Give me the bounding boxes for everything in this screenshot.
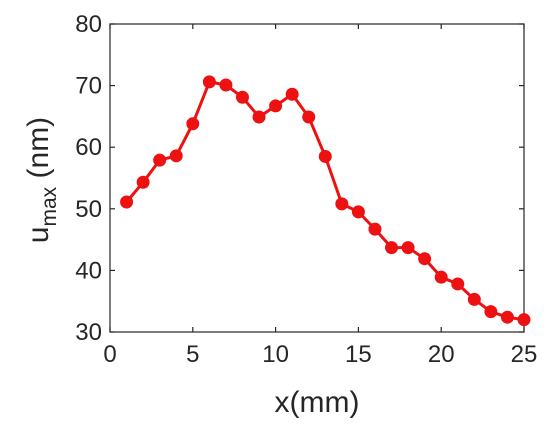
plot-area (109, 23, 525, 333)
data-point (269, 99, 283, 113)
data-point (517, 313, 531, 327)
data-point (318, 149, 332, 163)
y-axis-label: umax (nm) (22, 117, 61, 243)
data-point (434, 270, 448, 284)
data-point (153, 153, 167, 167)
data-point (120, 195, 134, 209)
data-point (302, 110, 316, 124)
data-point (418, 252, 432, 266)
x-tick-label: 10 (262, 341, 289, 368)
data-point (401, 241, 415, 255)
x-axis-label: x(mm) (275, 386, 360, 419)
data-point (219, 78, 233, 92)
y-tick-label: 70 (75, 73, 102, 100)
x-tick-label: 0 (103, 341, 116, 368)
x-axis-ticks: 0 5 10 15 20 25 (103, 24, 537, 368)
data-point (169, 149, 183, 163)
data-point (467, 292, 481, 306)
y-tick-label: 80 (75, 11, 102, 38)
series-layer (120, 75, 531, 327)
axes-box (109, 23, 525, 333)
data-point (186, 117, 200, 131)
data-point (451, 277, 465, 291)
y-axis-label-base: u (22, 227, 55, 244)
x-tick-label: 25 (511, 341, 538, 368)
data-point (252, 110, 266, 124)
y-axis-label-unit: (nm) (22, 117, 55, 187)
x-tick-label: 15 (345, 341, 372, 368)
data-point (385, 241, 399, 255)
data-point (368, 222, 382, 236)
data-point (335, 197, 349, 211)
y-tick-label: 60 (75, 134, 102, 161)
y-tick-label: 50 (75, 196, 102, 223)
y-axis-label-subscript: max (38, 186, 61, 226)
y-axis-ticks: 30 40 50 60 70 80 (75, 11, 524, 346)
y-tick-label: 30 (75, 319, 102, 346)
data-point (202, 75, 216, 89)
data-point (484, 305, 498, 319)
x-tick-label: 5 (186, 341, 199, 368)
data-point (285, 87, 299, 101)
data-point (500, 310, 514, 324)
data-point (351, 205, 365, 219)
data-point (235, 90, 249, 104)
y-tick-label: 40 (75, 257, 102, 284)
data-point (136, 175, 150, 189)
series-line (125, 80, 525, 322)
x-tick-label: 20 (428, 341, 455, 368)
